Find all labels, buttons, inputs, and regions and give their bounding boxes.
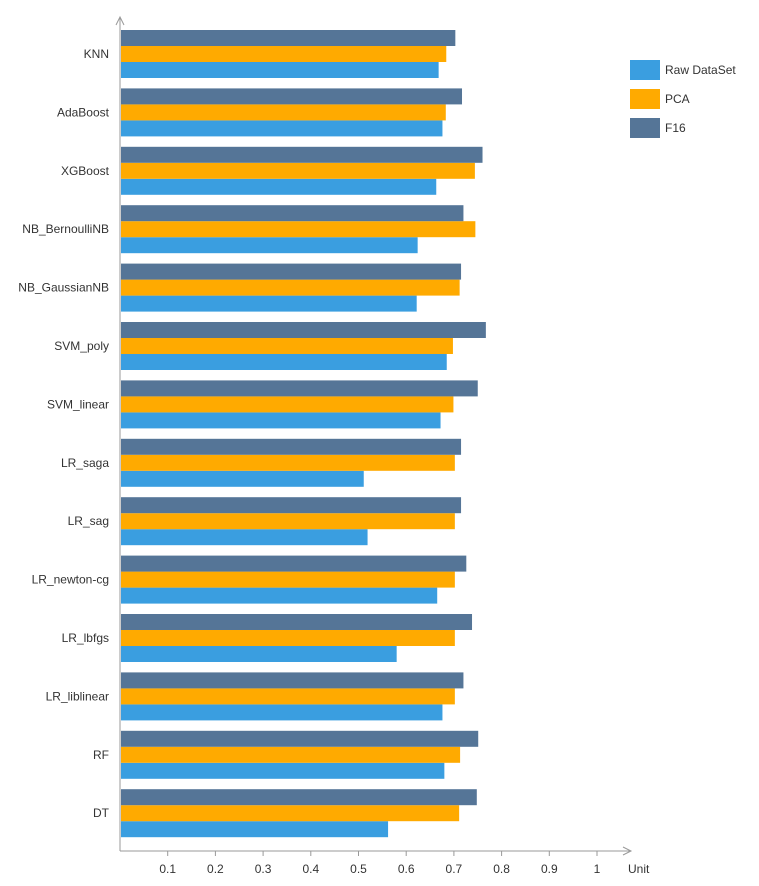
legend-swatch-raw-dataset bbox=[630, 60, 660, 80]
bar-xgboost-raw-dataset bbox=[121, 178, 437, 195]
bar-lr-lbfgs-pca bbox=[121, 630, 455, 646]
legend-label: Raw DataSet bbox=[665, 63, 736, 77]
category-label: XGBoost bbox=[61, 164, 110, 178]
bar-knn-raw-dataset bbox=[121, 62, 439, 78]
legend: Raw DataSet PCA F16 bbox=[630, 60, 736, 138]
bar-nb-bernoullinb-raw-dataset bbox=[121, 237, 418, 254]
bar-xgboost-pca bbox=[121, 162, 475, 179]
category-label: LR_saga bbox=[61, 456, 109, 470]
legend-swatch-f16 bbox=[630, 118, 660, 138]
category-label: KNN bbox=[84, 47, 109, 61]
bar-lr-sag-f16 bbox=[121, 497, 462, 514]
category-label: SVM_linear bbox=[47, 397, 109, 411]
bar-lr-saga-raw-dataset bbox=[121, 470, 364, 487]
bar-svm-poly-pca bbox=[121, 338, 453, 354]
category-label: NB_BernoulliNB bbox=[22, 222, 109, 236]
bar-lr-liblinear-raw-dataset bbox=[121, 704, 443, 721]
category-label: LR_newton-cg bbox=[32, 573, 109, 587]
bar-nb-gaussiannb-f16 bbox=[121, 263, 462, 280]
bar-svm-linear-f16 bbox=[121, 380, 478, 397]
bar-adaboost-f16 bbox=[121, 88, 463, 105]
category-label: NB_GaussianNB bbox=[18, 281, 109, 295]
category-label: LR_liblinear bbox=[46, 689, 109, 703]
bar-rf-f16 bbox=[121, 730, 479, 747]
bar-svm-poly-f16 bbox=[121, 322, 486, 338]
bar-lr-sag-pca bbox=[121, 513, 455, 530]
bar-nb-bernoullinb-pca bbox=[121, 221, 476, 238]
axes-group: Unit bbox=[115, 15, 650, 876]
category-label: AdaBoost bbox=[57, 105, 110, 119]
bar-adaboost-pca bbox=[121, 104, 446, 121]
legend-label: F16 bbox=[665, 121, 686, 135]
bar-nb-gaussiannb-raw-dataset bbox=[121, 295, 417, 312]
x-tick-label: 0.7 bbox=[446, 862, 463, 876]
x-tick-label: 0.4 bbox=[302, 862, 319, 876]
bar-nb-gaussiannb-pca bbox=[121, 279, 460, 296]
bar-lr-liblinear-pca bbox=[121, 688, 455, 705]
bar-rf-pca bbox=[121, 746, 461, 763]
bar-svm-linear-raw-dataset bbox=[121, 412, 441, 429]
x-tick-label: 0.2 bbox=[207, 862, 224, 876]
bar-lr-saga-f16 bbox=[121, 438, 462, 455]
bar-lr-sag-raw-dataset bbox=[121, 529, 368, 546]
category-labels-group: KNN AdaBoost XGBoost NB_BernoulliNB NB_Gauss… bbox=[18, 47, 109, 820]
bars-group bbox=[121, 30, 486, 838]
category-label: RF bbox=[93, 748, 109, 762]
bar-svm-linear-pca bbox=[121, 396, 454, 413]
x-tick-label: 0.8 bbox=[493, 862, 510, 876]
bar-lr-lbfgs-raw-dataset bbox=[121, 646, 397, 662]
bar-xgboost-f16 bbox=[121, 146, 483, 163]
legend-label: PCA bbox=[665, 92, 690, 106]
x-axis-arrow bbox=[622, 846, 633, 856]
bar-lr-newton-cg-raw-dataset bbox=[121, 587, 438, 604]
bar-lr-newton-cg-pca bbox=[121, 571, 455, 588]
x-tick-label: 0.1 bbox=[159, 862, 176, 876]
category-label: SVM_poly bbox=[54, 339, 109, 353]
legend-swatch-pca bbox=[630, 89, 660, 109]
category-label: LR_lbfgs bbox=[62, 631, 109, 645]
category-label: LR_sag bbox=[68, 514, 109, 528]
x-tick-label: 0.6 bbox=[398, 862, 415, 876]
bar-dt-pca bbox=[121, 805, 460, 822]
bar-lr-saga-pca bbox=[121, 454, 455, 471]
bar-dt-f16 bbox=[121, 789, 477, 806]
category-label: DT bbox=[93, 806, 110, 820]
x-tick-label: 0.5 bbox=[350, 862, 367, 876]
bar-svm-poly-raw-dataset bbox=[121, 354, 447, 370]
bar-nb-bernoullinb-f16 bbox=[121, 205, 464, 222]
x-tick-label: 0.9 bbox=[541, 862, 558, 876]
x-tick-label: 0.3 bbox=[255, 862, 272, 876]
bar-lr-lbfgs-f16 bbox=[121, 614, 473, 630]
bar-lr-newton-cg-f16 bbox=[121, 555, 467, 572]
bar-lr-liblinear-f16 bbox=[121, 672, 464, 689]
bar-rf-raw-dataset bbox=[121, 762, 445, 779]
x-ticks-group: 0.1 0.2 0.3 0.4 0.5 0.6 0.7 0.8 0.9 1 bbox=[159, 851, 601, 876]
y-axis-arrow bbox=[115, 15, 125, 26]
bar-dt-raw-dataset bbox=[121, 821, 389, 838]
x-axis-label: Unit bbox=[628, 862, 650, 876]
x-tick-label: 1 bbox=[594, 862, 601, 876]
bar-adaboost-raw-dataset bbox=[121, 120, 443, 137]
bar-knn-pca bbox=[121, 46, 447, 62]
bar-knn-f16 bbox=[121, 30, 456, 46]
